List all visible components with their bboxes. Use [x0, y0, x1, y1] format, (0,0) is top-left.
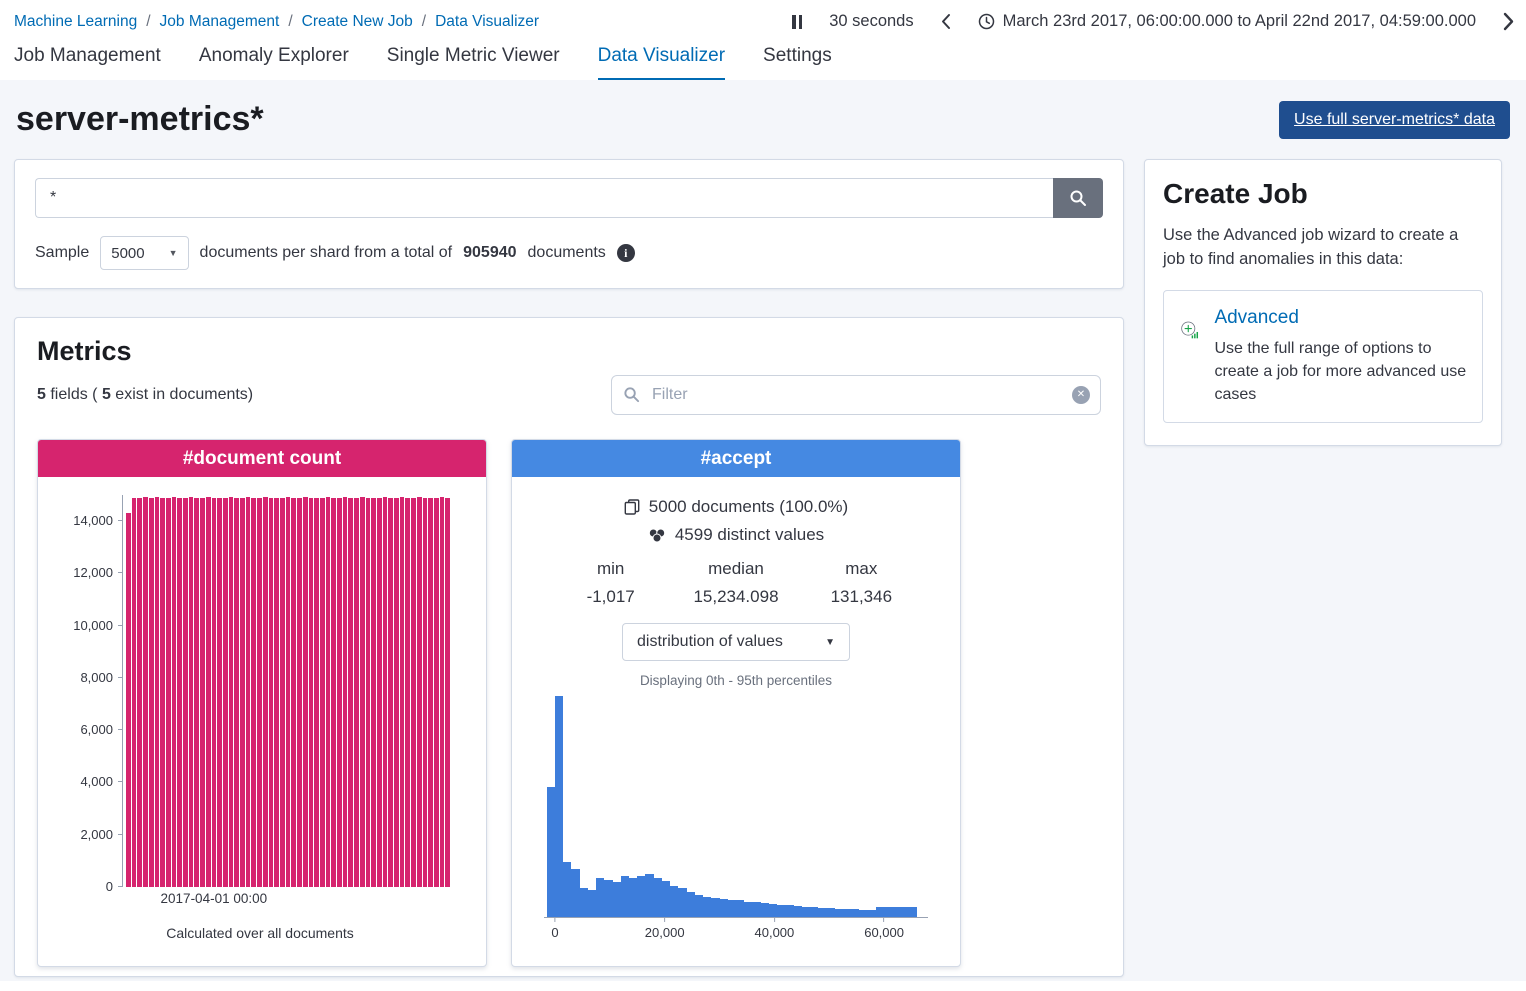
breadcrumb-separator: / [146, 13, 150, 31]
page-title: server-metrics* [16, 100, 264, 139]
documents-summary-text: 5000 documents (100.0%) [649, 497, 848, 517]
page-content: server-metrics* Use full server-metrics*… [0, 80, 1526, 981]
document-count-bars [126, 495, 450, 887]
tab-anomaly-explorer[interactable]: Anomaly Explorer [199, 45, 349, 80]
tab-job-management[interactable]: Job Management [14, 45, 161, 80]
ml-nav-tabs: Job Management Anomaly Explorer Single M… [0, 39, 1526, 80]
chevron-down-icon: ▼ [825, 637, 835, 648]
distinct-values-icon [648, 528, 666, 543]
median-label: median [673, 559, 798, 579]
filter-field: ✕ [611, 375, 1101, 415]
info-icon[interactable]: i [617, 244, 635, 262]
histogram-plot [544, 696, 928, 918]
advanced-link[interactable]: Advanced [1214, 307, 1299, 328]
search-button[interactable] [1053, 178, 1103, 218]
create-job-panel: Create Job Use the Advanced job wizard t… [1144, 159, 1502, 446]
chevron-down-icon: ▼ [169, 248, 178, 258]
distinct-values-line: 4599 distinct values [526, 525, 946, 545]
search-icon [623, 386, 640, 403]
median-value: 15,234.098 [673, 587, 798, 607]
sample-text-after-total: documents [528, 244, 606, 262]
time-range-picker[interactable]: March 23rd 2017, 06:00:00.000 to April 2… [978, 12, 1476, 31]
clock-icon [978, 13, 995, 30]
search-icon [1069, 189, 1087, 207]
max-label: max [799, 559, 924, 579]
metrics-heading: Metrics [37, 336, 1101, 367]
side-column: Create Job Use the Advanced job wizard t… [1144, 159, 1502, 446]
title-row: server-metrics* Use full server-metrics*… [14, 92, 1512, 159]
document-count-caption: Calculated over all documents [48, 925, 472, 941]
advanced-description: Use the full range of options to create … [1214, 337, 1468, 407]
filter-input[interactable] [611, 375, 1101, 415]
clear-filter-icon[interactable]: ✕ [1072, 386, 1090, 404]
distribution-dropdown-value: distribution of values [637, 633, 783, 651]
sample-size-value: 5000 [111, 245, 144, 262]
search-panel: Sample 5000 ▼ documents per shard from a… [14, 159, 1124, 289]
document-count-card: #document count 02,0004,0006,0008,00010,… [37, 439, 487, 967]
distribution-dropdown[interactable]: distribution of values ▼ [622, 623, 850, 661]
breadcrumb-data-visualizer[interactable]: Data Visualizer [435, 13, 539, 31]
pause-icon [799, 15, 803, 29]
top-bar: Machine Learning / Job Management / Crea… [0, 0, 1526, 39]
use-full-data-button[interactable]: Use full server-metrics* data [1279, 101, 1510, 139]
documents-icon [624, 499, 640, 515]
fields-summary: 5 fields ( 5 exist in documents) [37, 386, 253, 404]
document-count-card-header: #document count [38, 440, 486, 477]
time-range-text: March 23rd 2017, 06:00:00.000 to April 2… [1003, 12, 1476, 31]
chevron-left-icon [941, 13, 951, 30]
tab-single-metric-viewer[interactable]: Single Metric Viewer [387, 45, 560, 80]
sample-label: Sample [35, 244, 89, 262]
time-range-forward-button[interactable] [1501, 10, 1516, 33]
time-controls: 30 seconds March 23rd 2017, 06:00:00.000… [790, 10, 1516, 33]
refresh-interval-label[interactable]: 30 seconds [829, 12, 913, 31]
x-axis-tick-label: 2017-04-01 00:00 [161, 891, 268, 906]
search-input[interactable] [35, 178, 1053, 218]
breadcrumb-separator: / [288, 13, 292, 31]
distinct-values-text: 4599 distinct values [675, 525, 824, 545]
documents-summary-line: 5000 documents (100.0%) [526, 497, 946, 517]
time-range-back-button[interactable] [939, 11, 953, 32]
pause-refresh-button[interactable] [790, 13, 804, 31]
sample-size-select[interactable]: 5000 ▼ [100, 236, 188, 270]
document-count-x-axis: 2017-04-01 00:00 [122, 887, 450, 911]
min-label: min [548, 559, 673, 579]
breadcrumb-job-management[interactable]: Job Management [160, 13, 280, 31]
breadcrumb-machine-learning[interactable]: Machine Learning [14, 13, 137, 31]
document-count-chart: 02,0004,0006,0008,00010,00012,00014,000 [122, 495, 450, 887]
min-median-max-stats: min median max -1,017 15,234.098 131,346 [526, 559, 946, 607]
histogram-x-axis: 020,00040,00060,000 [544, 918, 928, 944]
exist-count: 5 [102, 386, 111, 403]
tab-settings[interactable]: Settings [763, 45, 832, 80]
exist-text: exist in documents) [115, 386, 253, 403]
fields-count: 5 [37, 386, 46, 403]
accept-card: #accept 5000 documents (100.0%) 4599 dis… [511, 439, 961, 967]
sample-text-before-total: documents per shard from a total of [200, 244, 453, 262]
sample-row: Sample 5000 ▼ documents per shard from a… [35, 236, 1103, 270]
accept-card-header: #accept [512, 440, 960, 477]
percentiles-note: Displaying 0th - 95th percentiles [526, 673, 946, 688]
breadcrumb: Machine Learning / Job Management / Crea… [14, 13, 539, 31]
create-job-intro: Use the Advanced job wizard to create a … [1163, 224, 1483, 272]
advanced-job-card[interactable]: Advanced Use the full range of options t… [1163, 290, 1483, 424]
main-column: Sample 5000 ▼ documents per shard from a… [14, 159, 1124, 977]
tab-data-visualizer[interactable]: Data Visualizer [598, 45, 725, 80]
metrics-panel: Metrics 5 fields ( 5 exist in documents)… [14, 317, 1124, 977]
breadcrumb-create-new-job[interactable]: Create New Job [302, 13, 413, 31]
total-documents: 905940 [463, 244, 516, 262]
create-job-heading: Create Job [1163, 178, 1483, 210]
max-value: 131,346 [799, 587, 924, 607]
accept-distribution-chart: 020,00040,00060,000 [530, 696, 942, 944]
pause-icon [792, 15, 796, 29]
breadcrumb-separator: / [422, 13, 426, 31]
advanced-job-icon [1178, 307, 1201, 355]
chevron-right-icon [1503, 12, 1514, 31]
fields-text: fields ( [50, 386, 97, 403]
min-value: -1,017 [548, 587, 673, 607]
